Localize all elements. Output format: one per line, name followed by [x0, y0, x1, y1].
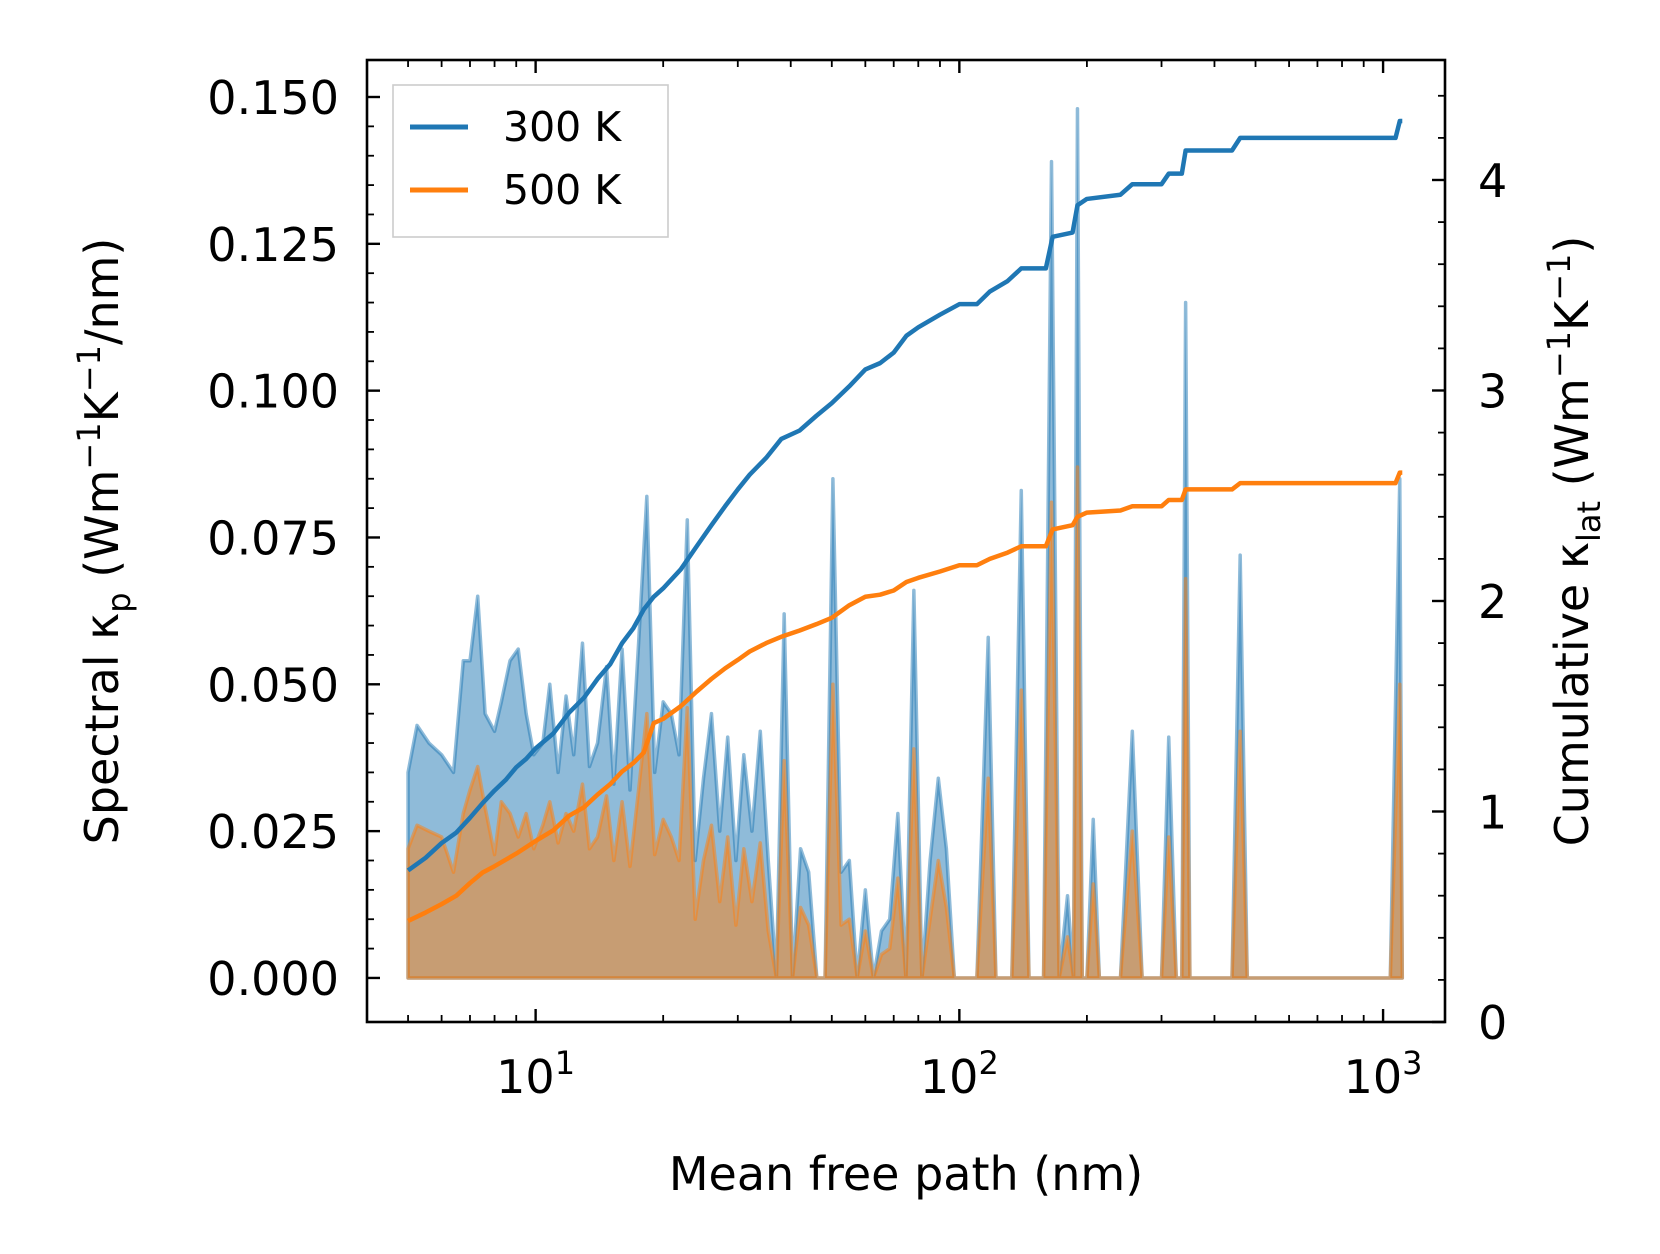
left-y-tick-label: 0.125	[207, 218, 339, 272]
x-axis-label: Mean free path (nm)	[669, 1147, 1143, 1201]
spectral-area-300k	[406, 107, 1405, 980]
spectral-area-500k	[406, 465, 1405, 980]
left-y-tick-label: 0.150	[207, 71, 339, 125]
cumulative-line-500k	[407, 470, 1403, 923]
left-y-axis-label: Spectral κp (Wm−1K−1/nm)	[70, 238, 138, 845]
right-y-tick-label: 3	[1478, 364, 1507, 418]
legend-label-500k: 500 K	[503, 166, 622, 214]
left-y-tick-label: 0.000	[207, 952, 339, 1006]
x-tick-label: 102	[920, 1044, 999, 1104]
legend-label-300k: 300 K	[503, 103, 622, 151]
right-y-tick-label: 2	[1478, 575, 1507, 629]
plot-frame	[365, 58, 1447, 1024]
right-y-tick-label: 1	[1478, 785, 1507, 839]
left-y-tick-label: 0.100	[207, 365, 339, 419]
spectral-area-layer	[406, 107, 1405, 980]
legend: 300 K 500 K	[392, 84, 669, 238]
left-y-tick-label: 0.050	[207, 658, 339, 712]
x-tick-label: 103	[1344, 1044, 1423, 1104]
right-y-axis-label: Cumulative κlat (Wm−1K−1)	[1540, 236, 1608, 847]
right-y-tick-label: 0	[1478, 996, 1507, 1050]
x-tick-label: 101	[496, 1044, 575, 1104]
left-y-axis-ticks: 0.000 0.025 0.050 0.075 0.100 0.125 0.150	[207, 71, 380, 1006]
x-axis-ticks: 101 102 103	[366, 60, 1423, 1104]
cumulative-line-layer	[406, 118, 1403, 923]
left-y-tick-label: 0.075	[207, 511, 339, 565]
legend-box	[392, 84, 669, 238]
right-y-tick-label: 4	[1478, 154, 1507, 208]
cumulative-line-300k	[406, 118, 1403, 873]
left-y-tick-label: 0.025	[207, 805, 339, 859]
right-y-axis-ticks: 0 1 2 3 4	[1432, 94, 1507, 1050]
